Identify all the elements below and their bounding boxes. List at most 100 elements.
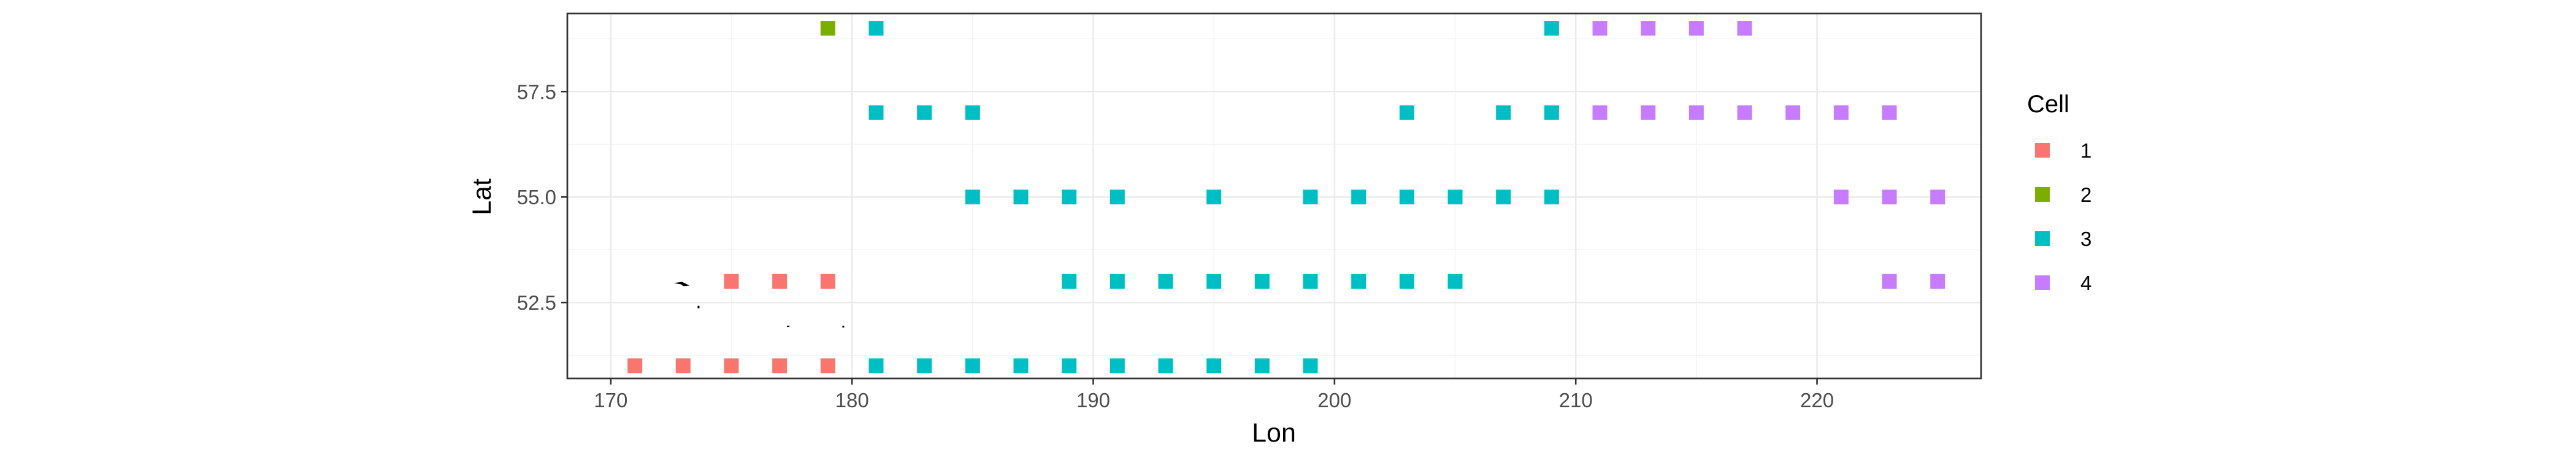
legend-label-4: 4	[2080, 272, 2091, 294]
data-point-cell-4	[1833, 105, 1849, 120]
data-point-cell-1	[675, 358, 691, 374]
data-point-cell-4	[1641, 105, 1656, 120]
data-point-cell-3	[965, 105, 980, 120]
data-point-cell-4	[1737, 21, 1752, 36]
data-point-cell-3	[1544, 105, 1559, 120]
data-point-cell-4	[1592, 21, 1608, 36]
data-point-cell-3	[1158, 358, 1173, 374]
legend: Cell 1 2 3 4	[2027, 91, 2091, 294]
panel-border	[566, 12, 1982, 380]
data-point-cell-3	[1206, 358, 1222, 374]
data-point-cell-4	[1592, 105, 1608, 120]
data-point-cell-2	[820, 21, 835, 36]
data-point-cell-3	[1399, 105, 1414, 120]
legend-key-1	[2035, 143, 2050, 158]
data-point-cell-3	[1206, 274, 1222, 289]
data-point-cell-3	[1303, 358, 1318, 374]
island-shape	[697, 305, 700, 309]
data-point-cell-4	[1833, 190, 1849, 205]
y-tick-label: 52.5	[517, 291, 556, 314]
data-point-cell-3	[1351, 274, 1367, 289]
data-point-cell-3	[1303, 274, 1318, 289]
data-point-cell-3	[965, 358, 980, 374]
x-tick-label: 180	[835, 389, 869, 412]
x-tick-label: 210	[1559, 389, 1593, 412]
data-point-cell-4	[1641, 21, 1656, 36]
data-point-cell-3	[1013, 358, 1029, 374]
data-point-cell-3	[1254, 274, 1270, 289]
data-point-cell-3	[868, 21, 884, 36]
data-point-cell-1	[820, 358, 835, 374]
data-point-cell-3	[917, 358, 932, 374]
data-point-cell-3	[1447, 274, 1463, 289]
legend-key-3	[2035, 231, 2050, 246]
data-point-cell-3	[1254, 358, 1270, 374]
data-point-cell-4	[1882, 274, 1897, 289]
island-shape	[673, 282, 690, 286]
data-point-cell-3	[868, 358, 884, 374]
data-point-cell-4	[1689, 21, 1704, 36]
data-point-cell-3	[1013, 190, 1029, 205]
data-point-cell-4	[1930, 274, 1945, 289]
data-point-cell-3	[1399, 274, 1414, 289]
data-point-cell-1	[724, 358, 739, 374]
data-point-cell-3	[1496, 190, 1511, 205]
plot-panel	[567, 13, 1981, 378]
data-point-cell-3	[1062, 358, 1077, 374]
series-cell-1	[627, 274, 835, 374]
legend-label-1: 1	[2080, 139, 2091, 162]
data-point-cell-3	[1351, 190, 1367, 205]
series-cell-3	[868, 21, 1559, 374]
data-point-cell-3	[917, 105, 932, 120]
data-point-cell-3	[1206, 190, 1222, 205]
data-point-cell-3	[1447, 190, 1463, 205]
axes: 170 180 190 200 210 220 52.5 55.0 57.5	[517, 80, 1834, 412]
data-point-cell-3	[965, 190, 980, 205]
y-axis-title: Lat	[467, 178, 497, 215]
data-point-cell-3	[1496, 105, 1511, 120]
legend-title: Cell	[2027, 91, 2069, 118]
x-axis-title: Lon	[1252, 418, 1296, 448]
data-point-cell-3	[1303, 190, 1318, 205]
data-point-cell-3	[1062, 190, 1077, 205]
data-point-cell-4	[1737, 105, 1752, 120]
data-point-cell-4	[1882, 105, 1897, 120]
data-point-cell-3	[1158, 274, 1173, 289]
series-cell-2	[820, 21, 835, 36]
data-point-cell-1	[820, 274, 835, 289]
panel-fill	[567, 13, 1981, 378]
data-point-cell-3	[1544, 21, 1559, 36]
data-point-cell-3	[1110, 274, 1125, 289]
data-point-cell-3	[1399, 190, 1414, 205]
island-shape	[786, 326, 789, 328]
data-point-cell-1	[627, 358, 643, 374]
legend-keys: 1 2 3 4	[2035, 139, 2091, 294]
data-point-cell-4	[1882, 190, 1897, 205]
series-cell-4	[1592, 21, 1945, 289]
y-tick-label: 55.0	[517, 186, 556, 209]
data-point-cell-1	[772, 358, 788, 374]
island-shape	[842, 326, 845, 328]
data-point-cell-3	[868, 105, 884, 120]
data-point-cell-3	[1062, 274, 1077, 289]
x-tick-label: 220	[1800, 389, 1834, 412]
coastline-fragments	[673, 282, 845, 328]
legend-label-3: 3	[2080, 228, 2091, 250]
data-point-cell-4	[1930, 190, 1945, 205]
x-tick-label: 170	[594, 389, 627, 412]
data-point-cell-1	[772, 274, 788, 289]
data-points	[627, 21, 1945, 374]
x-tick-label: 200	[1317, 389, 1351, 412]
legend-key-4	[2035, 275, 2050, 290]
data-point-cell-4	[1689, 105, 1704, 120]
y-tick-label: 57.5	[517, 80, 556, 103]
data-point-cell-4	[1785, 105, 1801, 120]
data-point-cell-1	[724, 274, 739, 289]
legend-key-2	[2035, 187, 2050, 202]
data-point-cell-3	[1110, 190, 1125, 205]
legend-label-2: 2	[2080, 183, 2091, 206]
x-tick-label: 190	[1076, 389, 1110, 412]
data-point-cell-3	[1110, 358, 1125, 374]
data-point-cell-3	[1544, 190, 1559, 205]
